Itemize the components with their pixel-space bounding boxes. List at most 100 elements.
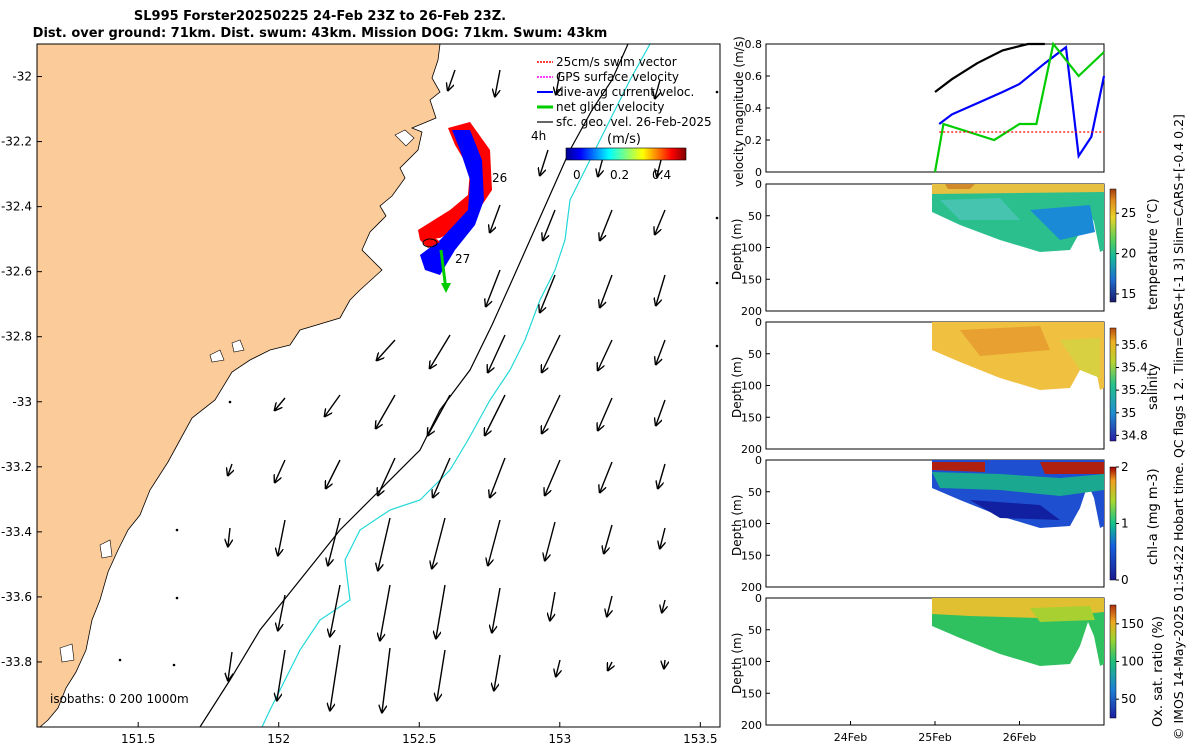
legend-dive-avg: dive-avg current veloc. <box>556 85 694 99</box>
map-y-tick-label: -32.8 <box>1 330 32 344</box>
chla-ylabel: Depth (m) <box>730 495 744 556</box>
map-y-axis: -32 -32.2 -32.4 -32.6 -32.8 -33 -33.2 -33.4 -33.… <box>1 70 42 669</box>
velocity-series-line <box>934 42 1045 93</box>
sal-cbar-tick-label: 35.4 <box>1121 361 1148 375</box>
chl-y-tick-label: 200 <box>741 581 762 594</box>
velocity-series <box>933 41 1106 173</box>
time-x-tick-label: 24Feb <box>834 731 867 744</box>
velocity-y-tick-label: 0.6 <box>745 70 763 83</box>
velocity-series-line <box>938 45 1106 160</box>
map-y-tick-label: -33 <box>12 395 32 409</box>
chla-colorbar-ticks: 2 1 0 <box>1116 460 1129 587</box>
temp-y-tick-label: 100 <box>741 242 762 255</box>
velocity-y-tick-label: 0.4 <box>745 102 763 115</box>
ox-cbar-tick-label: 150 <box>1121 617 1144 631</box>
map-y-tick-label: -33.4 <box>1 525 32 539</box>
day-label-27: 27 <box>455 252 470 266</box>
time-x-axis: 24Feb 25Feb 26Feb <box>834 721 1036 744</box>
map-colorbar-tick-1: 0.2 <box>610 168 629 182</box>
salinity-colorbar-ticks: 35.6 35.4 35.2 35 34.8 <box>1116 338 1148 442</box>
legend-gps-velocity: GPS surface velocity <box>556 70 679 84</box>
temp-y-tick-label: 200 <box>741 305 762 318</box>
sal-y-tick-label: 50 <box>748 348 762 361</box>
temperature-y-axis: 0 50 100 150 200 <box>741 178 770 318</box>
map-x-tick-label: 153 <box>548 732 571 746</box>
temp-cbar-tick-label: 25 <box>1121 206 1136 220</box>
ox-y-tick-label: 200 <box>741 719 762 732</box>
isobath-label: isobaths: 0 200 1000m <box>50 692 189 706</box>
velocity-y-tick-label: 0.2 <box>745 134 763 147</box>
oxygen-ylabel: Depth (m) <box>730 633 744 694</box>
map-colorbar-label: (m/s) <box>607 132 641 147</box>
salinity-panel: 0 50 100 150 200 Depth (m) 35.6 35.4 35.2 35 34.… <box>730 316 1161 456</box>
day-label-26: 26 <box>492 171 507 185</box>
chart-title-line2: Dist. over ground: 71km. Dist. swum: 43k… <box>32 26 608 41</box>
ox-cbar-tick-label: 100 <box>1121 655 1144 669</box>
oxygen-cbar-label: Ox. sat. ratio (%) <box>1151 616 1166 727</box>
map-x-tick-label: 153.5 <box>683 732 717 746</box>
isobath-1000m <box>261 44 651 727</box>
velocity-panel: 0 0.2 0.4 0.6 0.8 velocity magnitude (m/s) <box>732 36 1106 187</box>
time-x-tick-label: 26Feb <box>1003 731 1036 744</box>
oxygen-y-axis: 0 50 100 150 200 <box>741 592 770 732</box>
time-scale-label: 4h <box>531 129 546 143</box>
ox-y-tick-label: 100 <box>741 656 762 669</box>
map-x-tick-label: 151.5 <box>121 732 155 746</box>
velocity-series-line <box>933 41 1105 173</box>
ox-y-tick-label: 50 <box>748 624 762 637</box>
sal-cbar-tick-label: 34.8 <box>1121 428 1148 442</box>
map-y-tick-label: -32.4 <box>1 200 32 214</box>
map-y-tick-label: -33.8 <box>1 655 32 669</box>
map-colorbar-tick-2: 0.4 <box>652 168 671 182</box>
chla-cbar-label: chl-a (mg m-3) <box>1146 468 1161 565</box>
temp-y-tick-label: 0 <box>755 178 762 191</box>
sal-y-tick-label: 150 <box>741 411 762 424</box>
legend-net-velocity: net glider velocity <box>556 100 664 114</box>
oxygen-panel: 0 50 100 150 200 24Feb 25Feb 26Feb Depth (m) 1… <box>730 592 1166 744</box>
isobath-200m <box>199 44 629 727</box>
time-x-tick-label: 25Feb <box>918 731 951 744</box>
sal-y-tick-label: 100 <box>741 380 762 393</box>
temp-y-tick-label: 150 <box>741 273 762 286</box>
salinity-cbar-label: salinity <box>1146 363 1161 410</box>
chl-cbar-tick-label: 2 <box>1121 460 1129 474</box>
glider-track <box>418 122 492 293</box>
velocity-y-axis: 0 0.2 0.4 0.6 0.8 <box>745 38 770 179</box>
sal-y-tick-label: 200 <box>741 443 762 456</box>
map-colorbar: (m/s) 0 0.2 0.4 <box>565 132 687 182</box>
chla-y-axis: 0 50 100 150 200 <box>741 454 770 594</box>
ox-y-tick-label: 150 <box>741 687 762 700</box>
map-y-tick-label: -32.6 <box>1 265 32 279</box>
map-legend: 25cm/s swim vector GPS surface velocity … <box>537 55 712 129</box>
temperature-ylabel: Depth (m) <box>730 219 744 280</box>
salinity-y-axis: 0 50 100 150 200 <box>741 316 770 456</box>
map-y-tick-label: -33.6 <box>1 590 32 604</box>
temp-cbar-tick-label: 15 <box>1121 287 1136 301</box>
map-x-axis: 151.5 152 152.5 153 153.5 <box>121 722 718 746</box>
ox-cbar-tick-label: 50 <box>1121 692 1136 706</box>
chl-cbar-tick-label: 0 <box>1121 573 1129 587</box>
chl-y-tick-label: 50 <box>748 486 762 499</box>
chl-y-tick-label: 0 <box>755 454 762 467</box>
temperature-cbar-label: temperature (°C) <box>1146 198 1161 310</box>
chl-y-tick-label: 100 <box>741 518 762 531</box>
map-x-tick-label: 152.5 <box>402 732 436 746</box>
chla-panel: 0 50 100 150 200 Depth (m) 2 1 0 chl-a (mg m-3… <box>730 454 1161 594</box>
map-y-tick-label: -33.2 <box>1 460 32 474</box>
chl-cbar-tick-label: 1 <box>1121 517 1129 531</box>
velocity-y-tick-label: 0 <box>755 166 762 179</box>
chl-y-tick-label: 150 <box>741 549 762 562</box>
land <box>37 44 441 727</box>
sal-cbar-tick-label: 35.6 <box>1121 338 1148 352</box>
legend-sfc-geo-velocity: sfc. geo. vel. 26-Feb-2025 <box>556 115 712 129</box>
oxygen-colorbar-ticks: 150 100 50 <box>1116 617 1144 706</box>
ox-y-tick-label: 0 <box>755 592 762 605</box>
velocity-ylabel: velocity magnitude (m/s) <box>732 36 746 187</box>
sal-cbar-tick-label: 35 <box>1121 406 1136 420</box>
temp-cbar-tick-label: 20 <box>1121 247 1136 261</box>
temperature-colorbar-ticks: 25 20 15 <box>1116 206 1136 301</box>
temp-y-tick-label: 50 <box>748 210 762 223</box>
map-y-tick-label: -32.2 <box>1 135 32 149</box>
chart-title-line1: SL995 Forster20250225 24-Feb 23Z to 26-F… <box>133 9 507 24</box>
